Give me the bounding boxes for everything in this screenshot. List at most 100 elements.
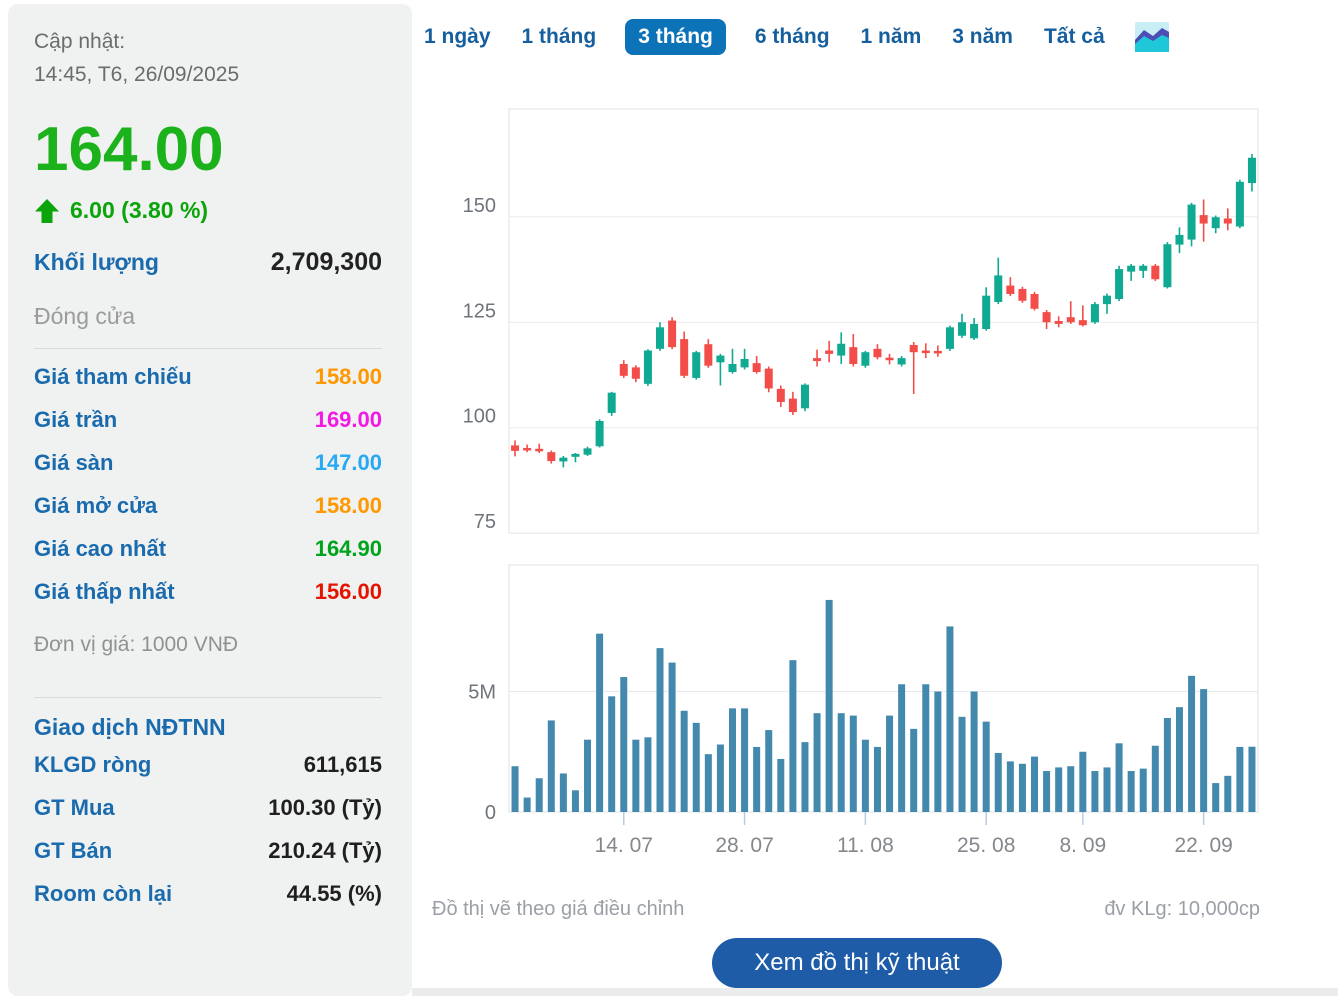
price-info-label: Giá trần xyxy=(34,406,118,432)
tab-1-tháng[interactable]: 1 tháng xyxy=(521,25,597,48)
volume-bar xyxy=(898,684,906,812)
volume-axis-label: 5M xyxy=(468,682,496,704)
volume-bar xyxy=(692,722,700,812)
foreign-trading-label: GT Mua xyxy=(34,794,115,820)
volume-bar xyxy=(886,715,894,812)
candle-body xyxy=(885,357,894,361)
volume-bar xyxy=(946,626,954,812)
volume-bar xyxy=(1127,771,1135,812)
price-info-value: 158.00 xyxy=(314,363,382,389)
tab-tất-cả[interactable]: Tất cả xyxy=(1043,25,1105,48)
candle-body xyxy=(945,327,954,349)
tab-1-ngày[interactable]: 1 ngày xyxy=(424,25,491,48)
last-price: 164.00 xyxy=(34,115,224,185)
tab-1-năm[interactable]: 1 năm xyxy=(860,25,922,48)
candle-body xyxy=(752,363,761,373)
foreign-trading-value: 611,615 xyxy=(303,751,382,777)
volume-bar xyxy=(1055,767,1063,812)
candle-body xyxy=(849,347,858,365)
foreign-trading-row: GT Bán 210.24 (Tỷ) xyxy=(34,829,382,872)
price-info-value: 147.00 xyxy=(314,449,382,475)
price-axis-label: 75 xyxy=(474,511,496,533)
price-info-label: Giá cao nhất xyxy=(34,535,167,561)
volume-bar xyxy=(1163,718,1171,812)
area-chart-icon[interactable] xyxy=(1134,20,1170,54)
volume-bar xyxy=(741,708,749,812)
volume-bar xyxy=(644,737,652,812)
candle-body xyxy=(511,445,520,451)
candle-body xyxy=(631,367,640,379)
x-tick-label: 22. 09 xyxy=(1174,834,1232,857)
volume-bar xyxy=(1236,746,1244,812)
foreign-trading-value: 44.55 (%) xyxy=(286,880,382,906)
candle-body xyxy=(861,352,870,366)
candle-body xyxy=(1090,304,1099,323)
price-axis-label: 100 xyxy=(463,406,496,428)
price-info-value: 158.00 xyxy=(314,492,382,518)
volume-bar xyxy=(789,660,797,812)
price-axis-label: 125 xyxy=(463,300,496,322)
volume-bar xyxy=(1248,746,1256,812)
price-info-value: 169.00 xyxy=(314,406,382,432)
candle-body xyxy=(1066,317,1075,323)
tab-3-năm[interactable]: 3 năm xyxy=(952,25,1013,48)
foreign-trading-value: 100.30 (Tỷ) xyxy=(268,794,382,820)
candle-body xyxy=(1127,265,1136,272)
foreign-trading-row: Room còn lại 44.55 (%) xyxy=(34,872,382,915)
volume-bar xyxy=(1018,763,1026,812)
candle-body xyxy=(1235,181,1244,227)
volume-unit-note: đv KLg: 10,000cp xyxy=(1104,898,1260,920)
candle-body xyxy=(909,345,918,353)
volume-bar xyxy=(825,599,833,812)
candle-body xyxy=(523,447,532,451)
volume-value: 2,709,300 xyxy=(270,248,382,277)
volume-bar xyxy=(632,739,640,812)
volume-bar xyxy=(1067,766,1075,812)
price-info-label: Giá tham chiếu xyxy=(34,363,192,389)
volume-bar xyxy=(559,773,567,812)
volume-bar xyxy=(596,633,604,812)
volume-bar xyxy=(716,744,724,812)
candle-body xyxy=(619,364,628,376)
volume-bar xyxy=(873,746,881,812)
chart-hover-area[interactable] xyxy=(509,109,1258,812)
candle-body xyxy=(1078,320,1087,326)
candle-body xyxy=(970,323,979,339)
volume-bar xyxy=(861,739,869,812)
volume-bar xyxy=(1079,751,1087,812)
volume-bar xyxy=(801,742,809,812)
price-info-row: Giá mở cửa 158.00 xyxy=(34,484,382,527)
candle-body xyxy=(1102,295,1111,305)
volume-bar xyxy=(728,708,736,812)
volume-bar xyxy=(608,696,616,812)
volume-bar xyxy=(958,716,966,812)
candle-body xyxy=(535,448,544,452)
price-info-label: Giá mở cửa xyxy=(34,492,158,518)
candle-body xyxy=(1054,320,1063,324)
tab-6-tháng[interactable]: 6 tháng xyxy=(754,25,830,48)
foreign-trading-label: GT Bán xyxy=(34,837,113,863)
volume-bar xyxy=(970,691,978,812)
technical-chart-button[interactable]: Xem đồ thị kỹ thuật xyxy=(712,938,1002,988)
candle-body xyxy=(1175,234,1184,245)
up-arrow-icon xyxy=(34,198,60,224)
candle-body xyxy=(692,352,701,378)
candle-body xyxy=(704,344,713,366)
volume-bar xyxy=(584,739,592,812)
candle-body xyxy=(1018,288,1027,301)
quote-sidebar: Cập nhật: 14:45, T6, 26/09/2025 164.00 6… xyxy=(8,4,412,996)
candle-body xyxy=(825,350,834,354)
price-info-row: Giá thấp nhất 156.00 xyxy=(34,570,382,613)
foreign-trading-label: KLGD ròng xyxy=(34,751,152,777)
candle-body xyxy=(921,350,930,354)
candle-body xyxy=(595,420,604,447)
volume-bar xyxy=(656,648,664,812)
tab-3-tháng[interactable]: 3 tháng xyxy=(625,19,726,55)
candle-body xyxy=(994,275,1003,303)
updated-time: 14:45, T6, 26/09/2025 xyxy=(34,62,240,86)
candle-body xyxy=(583,448,592,455)
candle-body xyxy=(547,452,556,462)
volume-bar xyxy=(535,778,543,812)
volume-bar xyxy=(1115,743,1123,812)
